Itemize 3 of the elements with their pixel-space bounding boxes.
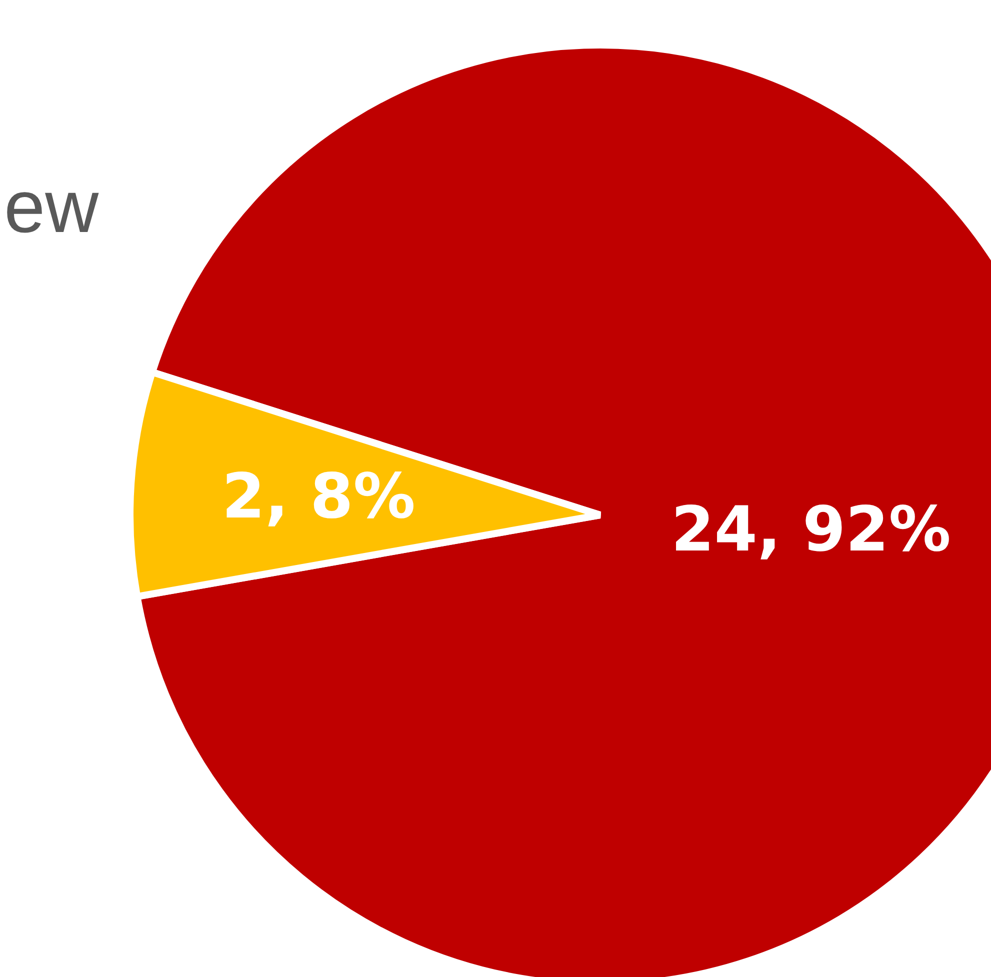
data-label: 2, 8%: [222, 460, 416, 533]
text: ew: [4, 165, 100, 248]
data-label: 24, 92%: [671, 492, 951, 566]
